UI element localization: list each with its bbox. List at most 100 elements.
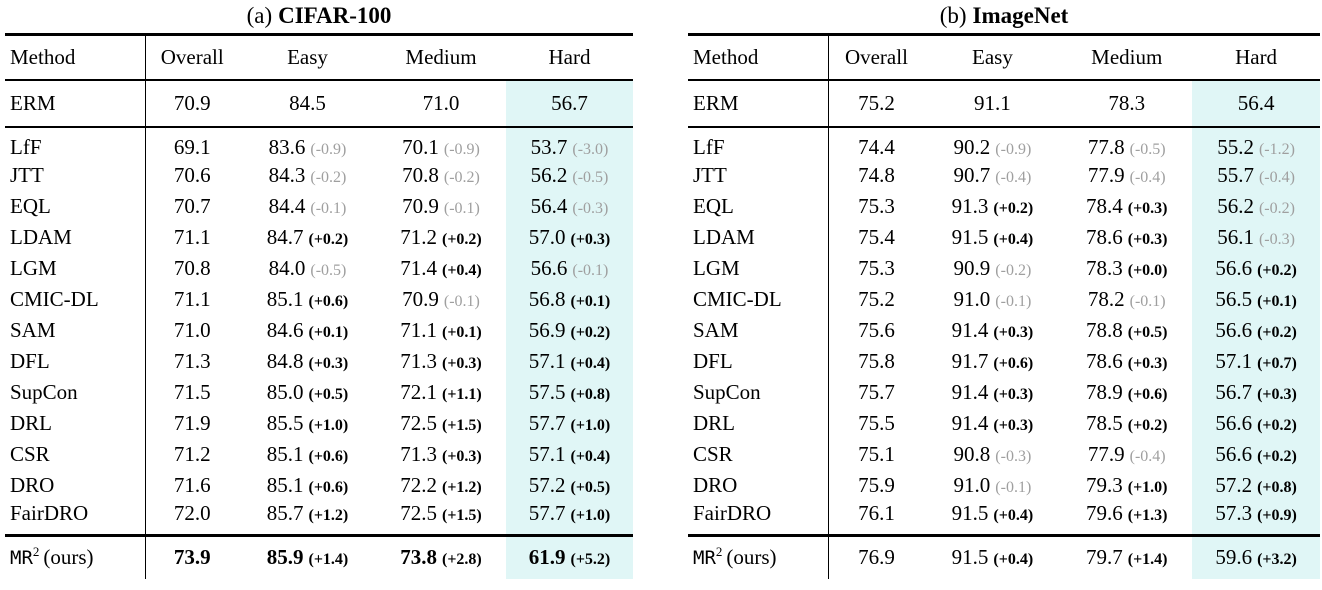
metric-value: 56.6 [530,255,568,280]
metric-delta: (+0.5) [1127,323,1168,341]
cell-hard: 57.1 (+0.7) [1192,345,1320,377]
metric-value: 84.8 [266,348,304,373]
metric-value: 57.1 [528,441,566,466]
cell-hard: 57.0 (+0.3) [506,221,633,253]
metric-value: 56.2 [1217,193,1254,218]
table-row: FairDRO 72.0 85.7 (+1.2) 72.5 (+1.5) 57.7 (+1.0… [5,500,633,536]
cell-medium: 72.5 (+1.5) [376,501,506,536]
metric-delta: (+1.0) [570,506,611,524]
metric-value: 72.5 [400,500,437,525]
metric-value: 85.5 [266,410,304,435]
metric-value: 57.7 [528,410,566,435]
metric-delta: (+0.4) [993,230,1034,248]
metric-value: 78.9 [1085,379,1123,404]
cell-medium: 73.8 (+2.8) [376,535,506,579]
cell-overall: 71.9 [144,407,239,439]
metric-delta: (-1.2) [1258,140,1295,158]
metric-value: 72.1 [400,379,437,404]
metric-delta: (+0.4) [993,551,1034,569]
cell-medium: 70.8 (-0.2) [376,160,506,191]
metric-value: 91.5 [951,224,989,249]
cell-easy: 84.3 (-0.2) [239,160,376,191]
table-header: Method Overall Easy Medium Hard [688,34,1320,80]
cell-hard: 56.2 (-0.5) [506,159,633,191]
metric-value: 56.6 [1215,441,1253,466]
metric-value: 91.5 [951,500,989,525]
cell-hard: 56.6 (+0.2) [1192,252,1320,284]
metric-delta: (-0.2) [443,168,480,186]
metric-delta: (+0.3) [1257,385,1297,403]
metric-delta: (+1.3) [1127,506,1168,524]
metric-value: 91.3 [951,193,989,218]
metric-delta: (+0.6) [993,354,1034,372]
metric-value: 85.0 [266,379,304,404]
table-row: LGM 70.8 84.0 (-0.5) 71.4 (+0.4) 56.6 (-0.1) [5,252,633,284]
caption-prefix: (b) [939,3,967,28]
metric-value: 84.7 [266,224,304,249]
results-table: Method Overall Easy Medium Hard ERM 75.2 91.1 78… [688,33,1320,579]
method-name: CSR [693,441,733,466]
method-name: CMIC-DL [693,286,782,311]
metric-delta: (+1.5) [441,506,482,524]
metric-delta: (-0.3) [995,447,1032,465]
cell-medium: 72.5 (+1.5) [376,408,506,439]
cell-easy: 90.9 (-0.2) [923,253,1061,284]
cell-hard: 57.7 (+1.0) [506,407,633,439]
cell-hard: 57.1 (+0.4) [506,438,633,470]
cell-overall: 76.9 [828,535,924,579]
cell-hard: 56.7 (+0.3) [1192,376,1320,408]
method-name-ours: MR2 (ours) [688,535,829,579]
cell-easy: 84.7 (+0.2) [239,222,376,253]
metric-delta: (+0.3) [441,447,482,465]
cell-easy: 91.4 (+0.3) [923,377,1061,408]
col-header-hard: Hard [1235,44,1278,69]
metric-value: 72.5 [400,410,437,435]
metric-value: 56.8 [528,286,566,311]
cell-easy: 85.9 (+1.4) [239,535,376,579]
metric-value: 56.4 [530,193,568,218]
metric-value: 59.6 [1215,545,1253,570]
ours-method-tt: MR [693,547,716,570]
cell-hard: 56.2 (-0.2) [1192,190,1320,222]
metric-value: 56.1 [1217,224,1254,249]
metric-delta: (+1.2) [441,478,482,496]
method-name: FairDRO [693,500,772,525]
metric-delta: (+0.3) [1127,230,1168,248]
cell-medium: 71.2 (+0.2) [376,222,506,253]
metric-value: 71.4 [400,255,437,280]
table-row-baseline: ERM 70.9 84.5 71.0 56.7 [5,79,633,127]
method-name: DRL [10,410,52,435]
metric-delta: (+0.2) [1257,261,1297,279]
cell-hard: 55.2 (-1.2) [1192,126,1320,160]
metric-value: 72.2 [400,472,437,497]
metric-value: 71.3 [400,348,437,373]
table-header: Method Overall Easy Medium Hard [5,34,633,80]
cell-hard: 57.7 (+1.0) [506,500,633,535]
cell-easy: 85.1 (+0.6) [239,470,376,501]
metric-delta: (+0.7) [1257,354,1297,372]
cell-easy: 91.0 (-0.1) [923,470,1061,501]
methods-section: LfF 69.1 83.6 (-0.9) 70.1 (-0.9) 53.7 (-3.0) JTT… [5,126,633,536]
metric-delta: (+0.2) [993,199,1034,217]
cell-easy: 90.8 (-0.3) [923,439,1061,470]
metric-value: 71.3 [400,441,437,466]
baseline-section: ERM 75.2 91.1 78.3 56.4 [688,79,1320,127]
cell-overall: 71.0 [144,314,239,346]
cell-medium: 71.3 (+0.3) [376,439,506,470]
method-name: DRO [10,472,55,497]
metric-value: 78.6 [1085,224,1123,249]
cell-easy: 91.1 [974,90,1011,115]
table-row-baseline: ERM 75.2 91.1 78.3 56.4 [688,79,1320,127]
cell-medium: 78.2 (-0.1) [1061,284,1192,315]
metric-value: 56.9 [528,317,566,342]
cell-hard: 53.7 (-3.0) [506,126,633,160]
metric-delta: (-0.2) [1258,199,1295,217]
ours-section: MR2 (ours) 76.9 91.5 (+0.4) 79.7 (+1.4) 59.6 (+3… [688,535,1320,579]
table-row: DFL 71.3 84.8 (+0.3) 71.3 (+0.3) 57.1 (+0.4) [5,345,633,377]
metric-value: 70.9 [402,286,439,311]
metric-value: 73.9 [173,545,211,570]
table-row: DRL 75.5 91.4 (+0.3) 78.5 (+0.2) 56.6 (+0.2) [688,407,1320,439]
metric-delta: (+2.8) [441,551,482,569]
metric-delta: (+0.2) [308,230,349,248]
cell-overall: 69.1 [144,126,239,160]
